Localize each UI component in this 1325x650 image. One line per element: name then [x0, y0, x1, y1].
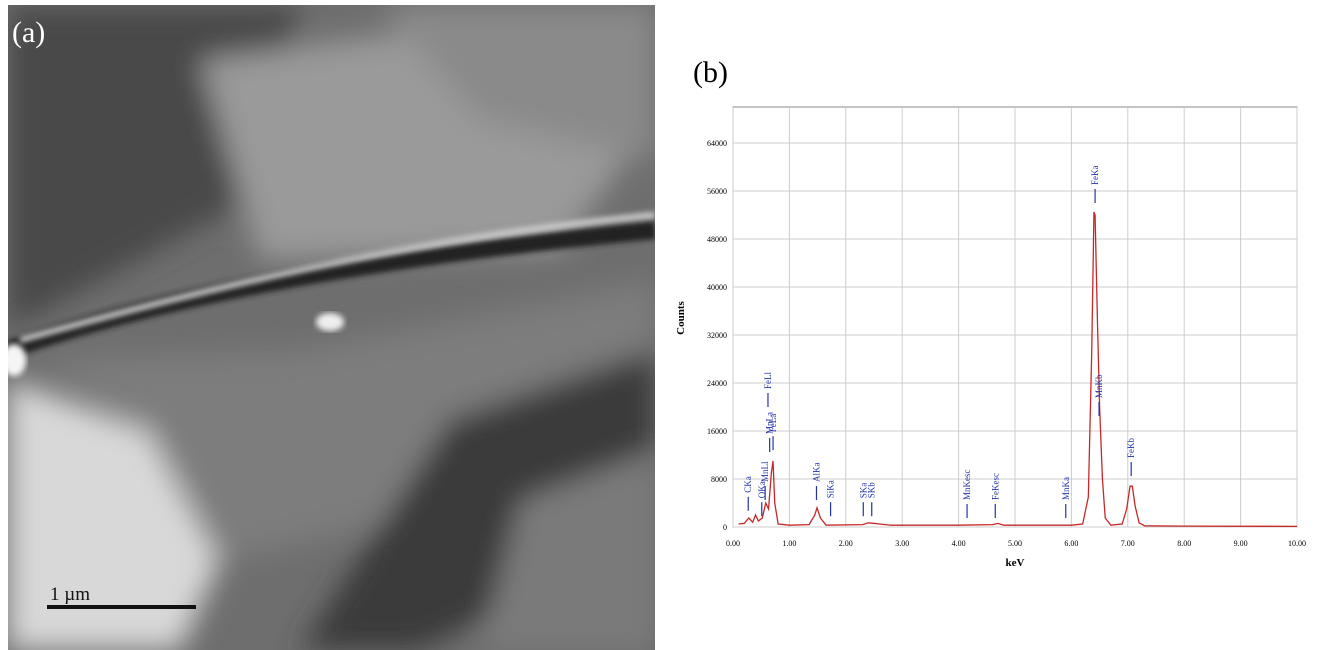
y-tick-label: 48000 — [707, 235, 727, 244]
x-tick-label: 9.00 — [1234, 539, 1248, 548]
x-tick-label: 4.00 — [952, 539, 966, 548]
peak-label: MnLa — [765, 412, 775, 434]
y-tick-label: 16000 — [707, 427, 727, 436]
peak-label: CKa — [743, 476, 753, 493]
x-tick-label: 3.00 — [895, 539, 909, 548]
peak-label: FeKb — [1126, 438, 1136, 458]
y-tick-label: 8000 — [711, 475, 727, 484]
x-tick-label: 2.00 — [839, 539, 853, 548]
y-axis-title: Counts — [675, 300, 687, 334]
peak-label: SKa — [858, 483, 868, 499]
x-tick-label: 0.00 — [726, 539, 740, 548]
peak-label: FeKa — [1090, 166, 1100, 186]
y-tick-label: 64000 — [707, 139, 727, 148]
y-tick-label: 0 — [723, 523, 727, 532]
spectrum-line — [738, 211, 1298, 528]
x-tick-label: 8.00 — [1177, 539, 1191, 548]
x-tick-label: 7.00 — [1121, 539, 1135, 548]
x-tick-label: 6.00 — [1064, 539, 1078, 548]
panel-label: (b) — [693, 56, 728, 89]
x-tick-label: 10.00 — [1288, 539, 1306, 548]
peak-label: MnKesc — [962, 470, 972, 501]
x-tick-label: 5.00 — [1008, 539, 1022, 548]
y-tick-label: 56000 — [707, 187, 727, 196]
peak-label: FeLa — [768, 414, 778, 433]
peak-label: FeLl — [763, 372, 773, 389]
micrograph — [8, 5, 655, 650]
peak-label: SiKa — [826, 480, 836, 498]
peak-label: MnKb — [1094, 374, 1104, 398]
y-tick-label: 32000 — [707, 331, 727, 340]
peak-label: FeKesc — [990, 473, 1000, 500]
scale-bar-label: 1 µm — [50, 584, 90, 605]
panel-label: (a) — [12, 16, 45, 49]
peak-label: MnLl — [760, 461, 770, 482]
peak-label: AlKa — [811, 463, 821, 483]
peak-label: OKa — [757, 481, 767, 498]
y-tick-label: 24000 — [707, 379, 727, 388]
x-axis-title: keV — [1006, 557, 1025, 569]
y-tick-label: 40000 — [707, 283, 727, 292]
peak-label: MnKa — [1061, 477, 1071, 500]
x-tick-label: 1.00 — [782, 539, 796, 548]
peak-label: SKb — [867, 482, 877, 499]
